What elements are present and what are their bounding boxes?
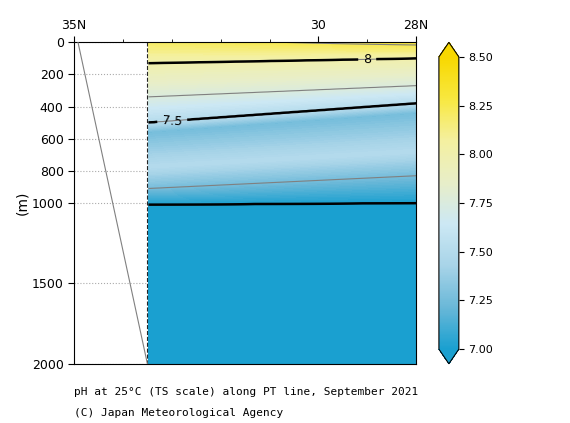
- Text: 7.5: 7.5: [162, 114, 183, 128]
- Text: 8: 8: [363, 53, 371, 66]
- Text: pH at 25°C (TS scale) along PT line, September 2021: pH at 25°C (TS scale) along PT line, Sep…: [74, 387, 418, 397]
- PathPatch shape: [439, 349, 459, 364]
- Y-axis label: (m): (m): [15, 191, 29, 215]
- PathPatch shape: [439, 42, 459, 57]
- Text: (C) Japan Meteorological Agency: (C) Japan Meteorological Agency: [74, 408, 283, 418]
